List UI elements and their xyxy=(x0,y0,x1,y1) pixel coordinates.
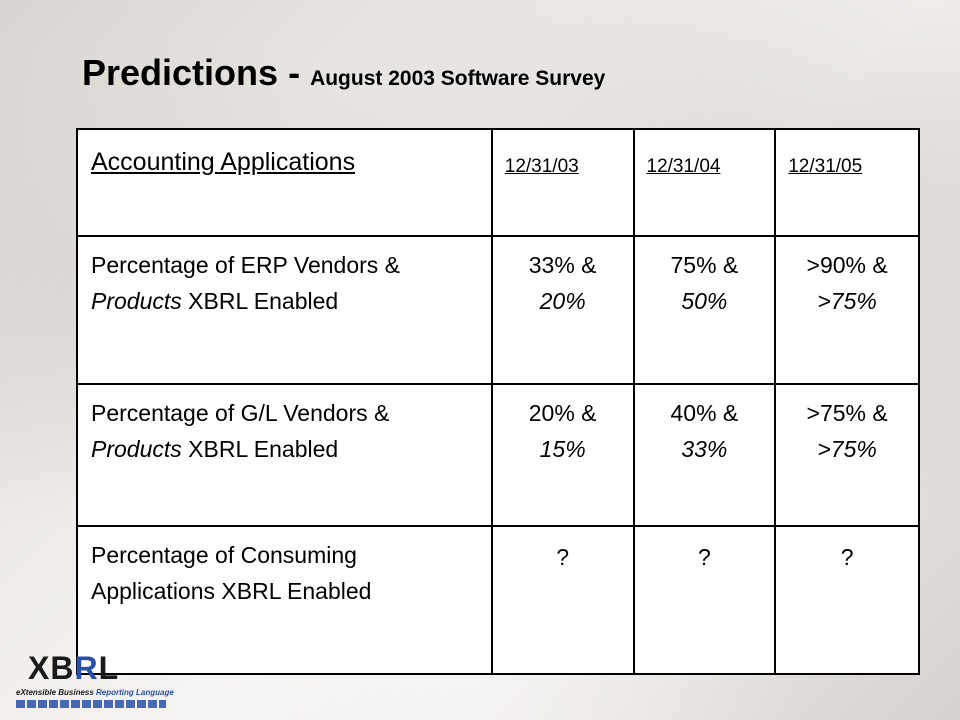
predictions-table: Accounting Applications 12/31/03 12/31/0… xyxy=(76,128,920,675)
cell-value: ? xyxy=(774,525,920,675)
title-subtitle: August 2003 Software Survey xyxy=(310,67,606,90)
slide-title: Predictions - August 2003 Software Surve… xyxy=(82,52,605,94)
cell-value: 20% & 15% xyxy=(490,383,635,527)
cell-value: >90% & >75% xyxy=(774,235,920,385)
cell-value: ? xyxy=(632,525,777,675)
title-main: Predictions xyxy=(82,52,279,93)
cell-value: 40% & 33% xyxy=(632,383,777,527)
xbrl-logo: XBRL eXtensible Business Reporting Langu… xyxy=(14,648,174,710)
row-label-consuming: Percentage of Consuming Applications XBR… xyxy=(76,525,493,675)
header-category: Accounting Applications xyxy=(76,128,493,237)
header-date-3: 12/31/05 xyxy=(774,128,920,237)
cell-value: >75% & >75% xyxy=(774,383,920,527)
row-label-erp: Percentage of ERP Vendors & Products XBR… xyxy=(76,235,493,385)
cell-value: 33% & 20% xyxy=(490,235,635,385)
cell-value: ? xyxy=(490,525,635,675)
logo-bars xyxy=(16,700,166,708)
table-header-row: Accounting Applications 12/31/03 12/31/0… xyxy=(76,128,920,237)
row-label-gl: Percentage of G/L Vendors & Products XBR… xyxy=(76,383,493,527)
table-row: Percentage of G/L Vendors & Products XBR… xyxy=(76,383,920,527)
header-date-2: 12/31/04 xyxy=(632,128,777,237)
title-separator: - xyxy=(278,52,311,93)
table-row: Percentage of Consuming Applications XBR… xyxy=(76,525,920,675)
logo-tagline: eXtensible Business Reporting Language xyxy=(16,688,174,697)
logo-wordmark: XBRL xyxy=(28,650,120,686)
cell-value: 75% & 50% xyxy=(632,235,777,385)
header-date-1: 12/31/03 xyxy=(490,128,635,237)
table-row: Percentage of ERP Vendors & Products XBR… xyxy=(76,235,920,385)
